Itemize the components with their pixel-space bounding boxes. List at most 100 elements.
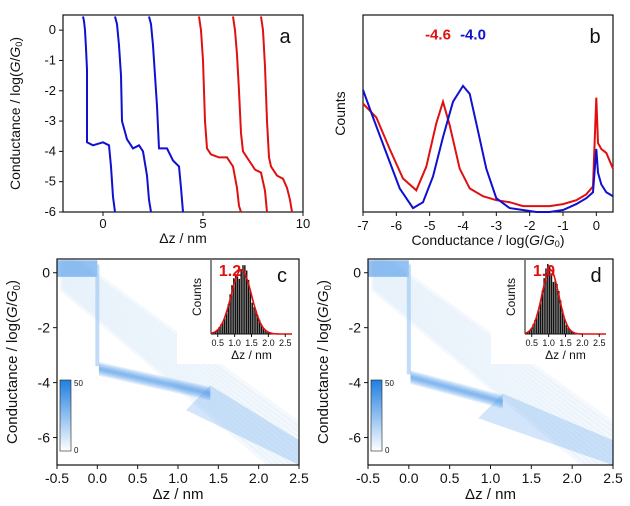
panel-c-xtick-label: -0.5 bbox=[45, 470, 69, 486]
panel-c-inset-bar bbox=[262, 327, 264, 334]
panel-d-trace-band bbox=[370, 285, 590, 465]
panel-a-ytick-label: -2 bbox=[44, 83, 56, 98]
panel-d-inset-bar bbox=[567, 327, 569, 334]
panel-c-xtick-label: 1.0 bbox=[168, 470, 188, 486]
panel-a-ytick-label: -5 bbox=[44, 174, 56, 189]
panel-d-xtick-label: -0.5 bbox=[356, 470, 380, 486]
panel-c-xlabel: Δz / nm bbox=[153, 486, 204, 501]
panel-c-inset-bar bbox=[266, 331, 268, 334]
panel-c-inset-bar bbox=[240, 270, 242, 334]
panel-c-inset-bar bbox=[247, 279, 250, 334]
panel-b-xtick-label: -4 bbox=[457, 218, 469, 233]
panel-c-inset-bar bbox=[249, 291, 252, 334]
panel-d-inset-bar bbox=[545, 268, 547, 334]
panel-d-inset-bar bbox=[550, 273, 553, 334]
panel-c-inset-bar bbox=[253, 307, 255, 334]
panel-b-xtick-label: -3 bbox=[491, 218, 503, 233]
panel-d-inset-bar bbox=[541, 290, 544, 334]
panel-c-inset-bar bbox=[222, 321, 224, 334]
panel-c-inset-fit bbox=[210, 268, 292, 335]
panel-c-ytick-label: 0 bbox=[42, 265, 50, 281]
panel-c-trace-band bbox=[59, 270, 299, 465]
panel-d-inset-bar bbox=[565, 324, 567, 334]
panel-a-letter: a bbox=[279, 26, 291, 48]
panel-c-trace-band bbox=[59, 276, 293, 465]
panel-c-trace-band bbox=[59, 282, 282, 465]
panel-b-letter: b bbox=[589, 26, 600, 48]
panel-d-inset-bar bbox=[530, 328, 532, 334]
panel-c-inset-bar bbox=[258, 319, 261, 334]
panel-c-plateau bbox=[98, 367, 211, 395]
panel-c-inset-xtick-label: 2.0 bbox=[262, 338, 275, 348]
panel-a-xtick-label: 5 bbox=[199, 216, 206, 231]
panel-a-ylabel: Conductance / log(G/G0) bbox=[7, 37, 24, 190]
panel-d-inset-xtick-label: 2.0 bbox=[576, 338, 589, 348]
panel-a-ytick-label: -4 bbox=[44, 143, 56, 158]
panel-c-xtick-label: 1.5 bbox=[209, 470, 229, 486]
panel-d-inset-bar bbox=[554, 280, 556, 334]
panel-d-inset-bar bbox=[563, 318, 566, 334]
panel-d-inset-ylabel: Counts bbox=[504, 278, 518, 316]
panel-d-colorbar-max: 50 bbox=[385, 379, 394, 388]
panel-d-xtick-label: 2.5 bbox=[603, 470, 623, 486]
panel-d-ytick-label: 0 bbox=[353, 265, 361, 281]
panel-c-inset-bar bbox=[257, 315, 259, 334]
panel-d-contact-band bbox=[368, 260, 409, 277]
panel-c-inset-bar bbox=[225, 313, 228, 334]
panel-d-ytick-label: -2 bbox=[349, 320, 362, 336]
panel-c-colorbar bbox=[59, 379, 72, 452]
panel-c-inset-bar bbox=[233, 278, 235, 334]
panel-d-inset-fit bbox=[524, 268, 606, 335]
panel-c-inset-bar bbox=[245, 270, 248, 334]
panel-a-ytick-label: -3 bbox=[44, 113, 56, 128]
panel-c-inset-bar bbox=[260, 324, 263, 334]
panel-c-inset-bar bbox=[229, 294, 231, 334]
panel-d-plateau bbox=[410, 374, 503, 405]
panel-d-inset-bar bbox=[534, 319, 536, 334]
panel-c-inset-bar bbox=[218, 327, 220, 334]
panel-d-inset-bar bbox=[539, 303, 542, 334]
panel-b-series-2 bbox=[362, 84, 614, 213]
panel-c-inset-xtick-label: 1.0 bbox=[228, 338, 241, 348]
panel-c-inset-bar bbox=[220, 324, 222, 334]
panel-c-trace-band bbox=[59, 285, 276, 465]
panel-d-inset-xtick-label: 2.5 bbox=[593, 338, 606, 348]
panel-c-xtick-label: 0.5 bbox=[128, 470, 148, 486]
panel-d-inset-bar bbox=[548, 265, 551, 334]
panel-c-break bbox=[95, 264, 100, 367]
panel-c-inset-bar bbox=[251, 302, 253, 334]
panel-d-xtick-label: 0.5 bbox=[440, 470, 460, 486]
panel-d-inset-bar bbox=[532, 324, 534, 334]
panel-a-xtick-label: 0 bbox=[99, 216, 106, 231]
panel-c-inset-bar bbox=[214, 331, 217, 334]
panel-c-inset-bar bbox=[244, 265, 246, 334]
panel-c-ytick-label: -4 bbox=[38, 375, 51, 391]
panel-c-inset-bar bbox=[227, 304, 230, 334]
panel-a-trace-1 bbox=[82, 16, 116, 213]
panel-d-inset-bar bbox=[556, 283, 558, 334]
panel-a-xlabel: Δz / nm bbox=[159, 230, 207, 246]
panel-c-inset-bar bbox=[236, 276, 239, 334]
panel-b-xtick-label: -6 bbox=[391, 218, 403, 233]
panel-d-plateau bbox=[410, 370, 503, 409]
panel-d-ylabel: Conductance / log(G/G0) bbox=[315, 280, 334, 444]
panel-d-plateau bbox=[410, 372, 503, 406]
panel-d-inset-bar bbox=[537, 311, 540, 334]
panel-d-break bbox=[406, 264, 411, 375]
panel-c-plateau bbox=[98, 362, 211, 401]
panel-c-trace-band bbox=[59, 279, 288, 465]
panel-c-plateau bbox=[98, 366, 211, 397]
panel-d-trace-band bbox=[370, 267, 613, 462]
panel-b-xtick-label: -5 bbox=[424, 218, 436, 233]
panel-d-inset-bar bbox=[543, 278, 545, 334]
panel-d-inset-bar bbox=[536, 315, 538, 334]
panel-d-inset-bar bbox=[547, 263, 549, 334]
panel-d-colorbar-min: 0 bbox=[385, 446, 390, 455]
panel-c-inset-xtick-label: 0.5 bbox=[211, 338, 224, 348]
panel-d-xtick-label: 2.0 bbox=[562, 470, 582, 486]
panel-d-inset-bar bbox=[571, 331, 573, 334]
panel-c-ytick-label: -6 bbox=[38, 430, 51, 446]
panel-b-xlabel: Conductance / log(G/G0) bbox=[411, 232, 564, 249]
panel-c-plateau bbox=[98, 363, 211, 400]
